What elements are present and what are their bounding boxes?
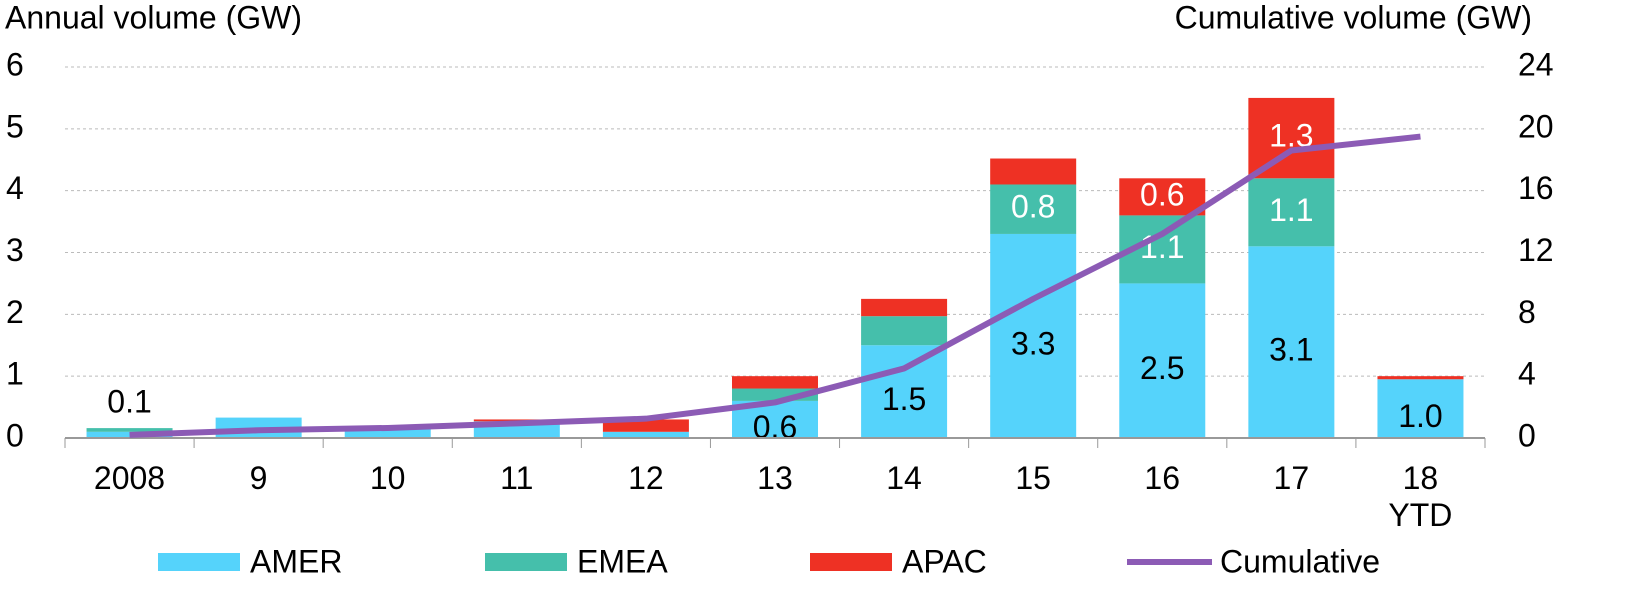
x-tick-label: 9 [249, 460, 268, 496]
x-tick-label: 17 [1273, 460, 1310, 496]
y-tick-label: 1 [6, 356, 24, 392]
y-tick-label: 0 [6, 417, 24, 453]
bar-segment [1248, 97, 1335, 179]
bar-segment [86, 428, 173, 432]
bar-segment [1119, 283, 1206, 438]
x-tick-label: 18 YTD [1388, 460, 1453, 533]
bar-segment [990, 158, 1077, 185]
y-tick-label: 2 [6, 294, 24, 330]
legend-swatch [485, 553, 567, 571]
y2-tick-label: 16 [1518, 170, 1554, 206]
legend-label: EMEA [577, 543, 668, 579]
legend-label: Cumulative [1220, 543, 1380, 579]
x-tick-label: 11 [500, 460, 534, 496]
y2-tick-label: 0 [1518, 417, 1536, 453]
y2-tick-label: 20 [1518, 108, 1554, 144]
x-tick-label: 2008 [93, 460, 166, 496]
bar-segment [990, 233, 1077, 438]
bar-segment [1119, 178, 1206, 216]
data-label: 2.5 [1140, 350, 1184, 386]
x-tick-label: 16 [1144, 460, 1181, 496]
data-label: 1.1 [1269, 192, 1313, 228]
y-tick-label: 5 [6, 108, 24, 144]
data-label: 3.3 [1011, 325, 1055, 361]
bar-segment [1377, 379, 1464, 438]
legend-label: APAC [902, 543, 987, 579]
x-tick-label: 13 [757, 460, 793, 496]
x-tick-label: 14 [886, 460, 922, 496]
bar-segment [1248, 178, 1335, 247]
legend-swatch [810, 553, 892, 571]
bar-segment [990, 184, 1077, 234]
y2-axis-title: Cumulative volume (GW) [1175, 0, 1532, 35]
bar-segment [344, 428, 431, 438]
data-label: 3.1 [1269, 332, 1313, 368]
y2-tick-label: 4 [1518, 356, 1536, 392]
x-tick-label: 15 [1015, 460, 1051, 496]
x-tick-label: 12 [628, 460, 664, 496]
y2-tick-label: 24 [1518, 46, 1554, 82]
y-tick-label: 3 [6, 232, 24, 268]
data-label: 1.5 [882, 381, 926, 417]
legend-label: AMER [250, 543, 342, 579]
bar-segment [732, 376, 818, 389]
bar-segment [861, 345, 948, 438]
data-label: 1.0 [1398, 398, 1442, 434]
y2-tick-label: 8 [1518, 294, 1536, 330]
x-tick-label: 10 [369, 460, 406, 496]
bar-segment [602, 431, 689, 438]
bar-segment [1377, 376, 1464, 380]
bar-segment [861, 298, 948, 317]
y2-tick-label: 12 [1518, 232, 1554, 268]
legend-swatch [158, 553, 240, 571]
data-label: 0.6 [1140, 176, 1184, 212]
data-label: 0.6 [753, 409, 797, 445]
y-tick-label: 4 [6, 170, 24, 206]
bar-segment [1248, 246, 1335, 438]
data-label: 0.1 [107, 384, 151, 420]
line-series [129, 133, 1421, 438]
bar-segment [602, 419, 689, 432]
y-tick-label: 6 [6, 46, 24, 82]
y-axis-title: Annual volume (GW) [5, 0, 302, 35]
data-label: 0.8 [1011, 189, 1055, 225]
bar-segment [861, 316, 948, 346]
